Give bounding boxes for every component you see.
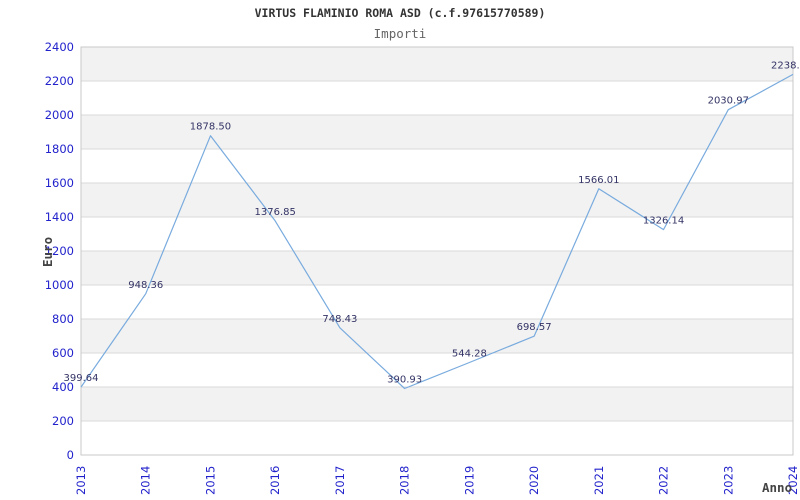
y-axis-tick-label: 800	[52, 312, 74, 326]
x-axis-tick-label: 2018	[398, 466, 412, 495]
y-axis-tick-label: 1800	[45, 142, 74, 156]
x-axis-tick-label: 2019	[462, 466, 476, 495]
y-gridlines	[81, 80, 793, 422]
x-axis-tick-label: 2013	[74, 466, 88, 495]
data-series-line	[80, 73, 794, 390]
point-value-label: 1566.01	[578, 175, 619, 186]
series-line-importi	[80, 73, 794, 390]
point-value-label: 390.93	[387, 375, 422, 386]
x-axis-tick-label: 2015	[203, 466, 217, 495]
plot-band	[81, 47, 793, 81]
x-axis-tick-labels: 2013 2014 2015 2016 2017 2018 2019 2020 2021 2022…	[74, 466, 800, 495]
y-axis-tick-label: 1000	[45, 278, 74, 292]
point-value-label: 1878.50	[190, 122, 231, 133]
point-value-label: 544.28	[452, 348, 487, 359]
plot-band	[81, 183, 793, 217]
plot-band	[81, 387, 793, 421]
point-value-label: 399.64	[64, 373, 99, 384]
y-axis-tick-label: 1200	[45, 244, 74, 258]
y-axis-tick-label: 1600	[45, 176, 74, 190]
x-axis-tick-label: 2014	[139, 466, 153, 495]
x-axis-tick-label: 2022	[657, 466, 671, 495]
point-value-labels: 399.64 948.36 1878.50 1376.85 748.43 390.93 54…	[64, 60, 800, 385]
plot-band	[81, 319, 793, 353]
plot-border-group	[80, 46, 794, 456]
x-axis-tick-label: 2023	[721, 466, 735, 495]
point-value-label: 1376.85	[255, 207, 296, 218]
y-axis-tick-label: 0	[67, 448, 74, 462]
point-value-label: 2030.97	[708, 96, 749, 107]
x-axis-tick-label: 2017	[333, 466, 347, 495]
y-axis-title: Euro	[40, 237, 55, 267]
chart-subtitle: Importi	[374, 26, 427, 41]
point-value-label: 698.57	[517, 322, 552, 333]
y-axis-tick-label: 600	[52, 346, 74, 360]
x-axis-tick-label: 2021	[592, 466, 606, 495]
y-axis-tick-labels: 0 200 400 600 800 1000 1200 1400 1600 1800 2000 220…	[45, 40, 74, 462]
y-axis-tick-label: 2400	[45, 40, 74, 54]
plot-border	[80, 46, 794, 456]
x-axis-title: Anno	[762, 480, 792, 495]
point-value-label: 948.36	[128, 280, 163, 291]
y-axis-tick-label: 2200	[45, 74, 74, 88]
y-axis-tick-label: 1400	[45, 210, 74, 224]
point-value-label: 1326.14	[643, 216, 684, 227]
y-axis-tick-label: 200	[52, 414, 74, 428]
plot-band	[81, 115, 793, 149]
x-axis-tick-label: 2020	[527, 466, 541, 495]
x-axis-tick-label: 2016	[268, 466, 282, 495]
x-axis-tick-label: 2024	[786, 466, 800, 495]
chart-title: VIRTUS FLAMINIO ROMA ASD (c.f.9761577058…	[255, 6, 546, 20]
y-axis-tick-label: 2000	[45, 108, 74, 122]
point-value-label: 748.43	[322, 314, 357, 325]
plot-bands	[81, 47, 793, 421]
plot-band	[81, 251, 793, 285]
point-value-label: 2238.9	[771, 60, 800, 71]
y-axis-tick-label: 400	[52, 380, 74, 394]
